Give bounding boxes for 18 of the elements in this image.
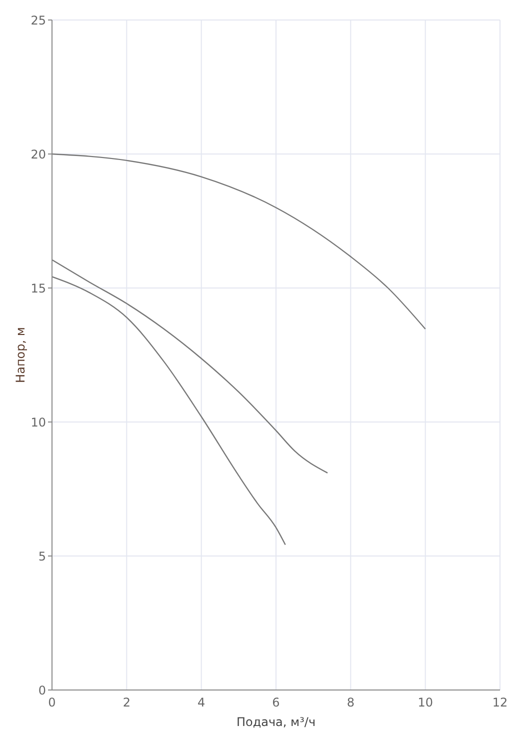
- line-series: [52, 153, 426, 330]
- y-tick-label: 5: [38, 549, 46, 564]
- x-tick-label: 0: [48, 696, 56, 710]
- x-tick-label: 8: [346, 696, 354, 710]
- y-tick-label: 0: [38, 683, 46, 698]
- y-axis-title: Напор, м: [13, 327, 28, 383]
- line-series: [52, 276, 286, 546]
- y-tick-label: 25: [30, 13, 46, 28]
- y-tick-label: 20: [30, 147, 46, 162]
- line-series: [52, 259, 328, 474]
- x-tick-label: 2: [122, 696, 130, 710]
- x-tick-label: 4: [198, 696, 206, 710]
- x-axis-title: Подача, м³/ч: [236, 715, 316, 729]
- x-tick-label: 12: [492, 696, 508, 710]
- y-tick-label: 15: [30, 281, 46, 296]
- x-tick-label: 6: [272, 696, 280, 710]
- x-tick-label: 10: [418, 696, 433, 710]
- y-tick-label: 10: [30, 415, 46, 430]
